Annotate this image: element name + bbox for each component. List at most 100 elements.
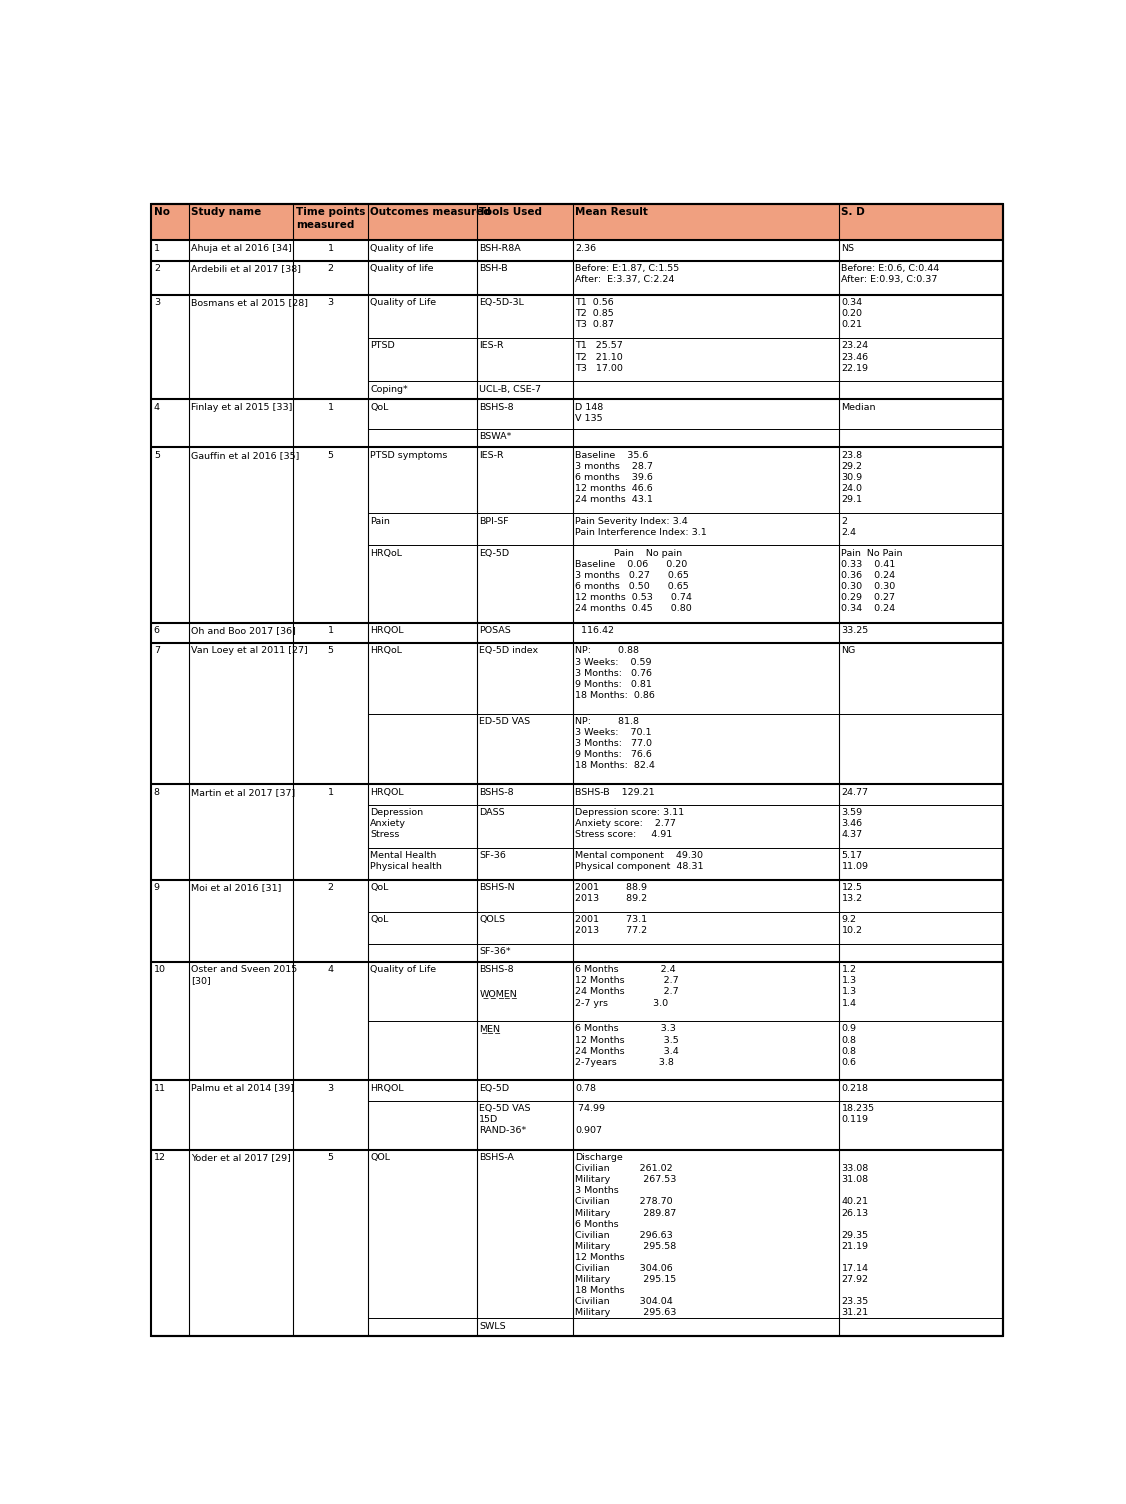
Text: Ardebili et al 2017 [38]: Ardebili et al 2017 [38]	[191, 265, 302, 274]
Text: 3: 3	[328, 298, 333, 307]
Text: BSH-B: BSH-B	[480, 265, 508, 274]
Text: 5: 5	[328, 1154, 333, 1163]
Text: 6: 6	[154, 626, 160, 635]
Text: BSH-R8A: BSH-R8A	[480, 244, 521, 253]
Text: 1.2
1.3
1.3
1.4: 1.2 1.3 1.3 1.4	[841, 966, 857, 1008]
Text: NP:         81.8
3 Weeks:    70.1
3 Months:   77.0
9 Months:   76.6
18 Months:  : NP: 81.8 3 Weeks: 70.1 3 Months: 77.0 9 …	[575, 717, 655, 770]
Bar	[151, 203, 1003, 241]
Text: Mean Result: Mean Result	[575, 208, 649, 217]
Text: HRQOL: HRQOL	[370, 788, 404, 797]
Text: SF-36: SF-36	[480, 851, 507, 860]
Text: QoL: QoL	[370, 914, 388, 923]
Text: 3: 3	[328, 1083, 333, 1092]
Text: SF-36*: SF-36*	[480, 948, 511, 957]
Text: Study name: Study name	[191, 208, 261, 217]
Text: QOL: QOL	[370, 1154, 391, 1163]
Text: 1: 1	[328, 244, 333, 253]
Text: QOLS: QOLS	[480, 914, 506, 923]
Text: Before: E:0.6, C:0.44
After: E:0.93, C:0.37: Before: E:0.6, C:0.44 After: E:0.93, C:0…	[841, 265, 940, 284]
Text: 12.5
13.2: 12.5 13.2	[841, 883, 863, 904]
Text: 7: 7	[154, 647, 160, 656]
Text: 2: 2	[154, 265, 160, 274]
Text: BSHS-A: BSHS-A	[480, 1154, 515, 1163]
Text: 0.78: 0.78	[575, 1083, 597, 1092]
Text: S. D: S. D	[841, 208, 865, 217]
Text: Quality of Life: Quality of Life	[370, 966, 437, 975]
Text: PTSD: PTSD	[370, 341, 395, 350]
Text: Tools Used: Tools Used	[480, 208, 543, 217]
Text: 0.218: 0.218	[841, 1083, 868, 1092]
Text: HRQoL: HRQoL	[370, 549, 402, 558]
Text: Bosmans et al 2015 [28]: Bosmans et al 2015 [28]	[191, 298, 309, 307]
Text: 5: 5	[328, 647, 333, 656]
Text: Pain: Pain	[370, 517, 390, 526]
Text: M̲E̲N̲: M̲E̲N̲	[480, 1024, 500, 1033]
Text: Moi et al 2016 [31]: Moi et al 2016 [31]	[191, 883, 282, 892]
Text: ED-5D VAS: ED-5D VAS	[480, 717, 530, 726]
Text: EQ-5D-3L: EQ-5D-3L	[480, 298, 525, 307]
Text: Quality of Life: Quality of Life	[370, 298, 437, 307]
Text: HRQOL: HRQOL	[370, 626, 404, 635]
Text: Finlay et al 2015 [33]: Finlay et al 2015 [33]	[191, 403, 293, 412]
Text: Depression
Anxiety
Stress: Depression Anxiety Stress	[370, 808, 423, 839]
Text: BSHS-8: BSHS-8	[480, 966, 513, 975]
Text: Before: E:1.87, C:1.55
After:  E:3.37, C:2.24: Before: E:1.87, C:1.55 After: E:3.37, C:…	[575, 265, 680, 284]
Text: 2001         88.9
2013         89.2: 2001 88.9 2013 89.2	[575, 883, 647, 904]
Text: T1   25.57
T2   21.10
T3   17.00: T1 25.57 T2 21.10 T3 17.00	[575, 341, 623, 373]
Text: Discharge
Civilian          261.02
Military           267.53
3 Months
Civilian  : Discharge Civilian 261.02 Military 267.5…	[575, 1154, 677, 1318]
Text: EQ-5D index: EQ-5D index	[480, 647, 538, 656]
Text: BSHS-8: BSHS-8	[480, 403, 513, 412]
Text: Time points
measured: Time points measured	[296, 208, 366, 230]
Text: NP:         0.88
3 Weeks:    0.59
3 Months:   0.76
9 Months:   0.81
18 Months:  : NP: 0.88 3 Weeks: 0.59 3 Months: 0.76 9 …	[575, 647, 655, 699]
Text: Oh and Boo 2017 [36]: Oh and Boo 2017 [36]	[191, 626, 296, 635]
Text: Palmu et al 2014 [39]: Palmu et al 2014 [39]	[191, 1083, 294, 1092]
Text: Oster and Sveen 2015
[30]: Oster and Sveen 2015 [30]	[191, 966, 297, 985]
Text: 10: 10	[154, 966, 166, 975]
Text: Quality of life: Quality of life	[370, 265, 434, 274]
Text: Mental component    49.30
Physical component  48.31: Mental component 49.30 Physical componen…	[575, 851, 704, 871]
Text: BSWA*: BSWA*	[480, 433, 511, 442]
Text: 3: 3	[154, 298, 160, 307]
Text: EQ-5D VAS
15D
RAND-36*: EQ-5D VAS 15D RAND-36*	[480, 1104, 530, 1136]
Text: 2.36: 2.36	[575, 244, 597, 253]
Text: W̲O̲M̲E̲N̲: W̲O̲M̲E̲N̲	[480, 990, 517, 997]
Text: Ahuja et al 2016 [34]: Ahuja et al 2016 [34]	[191, 244, 293, 253]
Text: Martin et al 2017 [37]: Martin et al 2017 [37]	[191, 788, 296, 797]
Text: 5: 5	[328, 451, 333, 460]
Text: 1: 1	[328, 403, 333, 412]
Text: Mental Health
Physical health: Mental Health Physical health	[370, 851, 443, 871]
Text: POSAS: POSAS	[480, 626, 511, 635]
Text: Coping*: Coping*	[370, 385, 408, 394]
Text: 2
2.4: 2 2.4	[841, 517, 857, 537]
Text: HRQoL: HRQoL	[370, 647, 402, 656]
Text: 23.8
29.2
30.9
24.0
29.1: 23.8 29.2 30.9 24.0 29.1	[841, 451, 863, 504]
Text: 6 Months              2.4
12 Months             2.7
24 Months             2.7
2-: 6 Months 2.4 12 Months 2.7 24 Months 2.7…	[575, 966, 679, 1008]
Text: UCL-B, CSE-7: UCL-B, CSE-7	[480, 385, 542, 394]
Text: 3.59
3.46
4.37: 3.59 3.46 4.37	[841, 808, 863, 839]
Text: Pain  No Pain
0.33    0.41
0.36    0.24
0.30    0.30
0.29    0.27
0.34    0.24: Pain No Pain 0.33 0.41 0.36 0.24 0.30 0.…	[841, 549, 903, 614]
Text: 5.17
11.09: 5.17 11.09	[841, 851, 868, 871]
Text: D 148
V 135: D 148 V 135	[575, 403, 604, 423]
Text: T1  0.56
T2  0.85
T3  0.87: T1 0.56 T2 0.85 T3 0.87	[575, 298, 614, 329]
Text: BSHS-B    129.21: BSHS-B 129.21	[575, 788, 655, 797]
Text: Outcomes measured: Outcomes measured	[370, 208, 491, 217]
Text: Pain Severity Index: 3.4
Pain Interference Index: 3.1: Pain Severity Index: 3.4 Pain Interferen…	[575, 517, 707, 537]
Text: 4: 4	[154, 403, 160, 412]
Text: 6 Months              3.3
12 Months             3.5
24 Months             3.4
2-: 6 Months 3.3 12 Months 3.5 24 Months 3.4…	[575, 1024, 679, 1066]
Text: 0.34
0.20
0.21: 0.34 0.20 0.21	[841, 298, 863, 329]
Text: Median: Median	[841, 403, 876, 412]
Text: Depression score: 3.11
Anxiety score:    2.77
Stress score:     4.91: Depression score: 3.11 Anxiety score: 2.…	[575, 808, 685, 839]
Text: HRQOL: HRQOL	[370, 1083, 404, 1092]
Text: 33.25: 33.25	[841, 626, 869, 635]
Text: 24.77: 24.77	[841, 788, 868, 797]
Text: NG: NG	[841, 647, 856, 656]
Text: DASS: DASS	[480, 808, 504, 817]
Text: 11: 11	[154, 1083, 166, 1092]
Text: 18.235
0.119: 18.235 0.119	[841, 1104, 875, 1123]
Text: 2001         73.1
2013         77.2: 2001 73.1 2013 77.2	[575, 914, 647, 935]
Text: PTSD symptoms: PTSD symptoms	[370, 451, 448, 460]
Text: 1: 1	[328, 788, 333, 797]
Text: 5: 5	[154, 451, 160, 460]
Text: 116.42: 116.42	[575, 626, 615, 635]
Text: IES-R: IES-R	[480, 451, 504, 460]
